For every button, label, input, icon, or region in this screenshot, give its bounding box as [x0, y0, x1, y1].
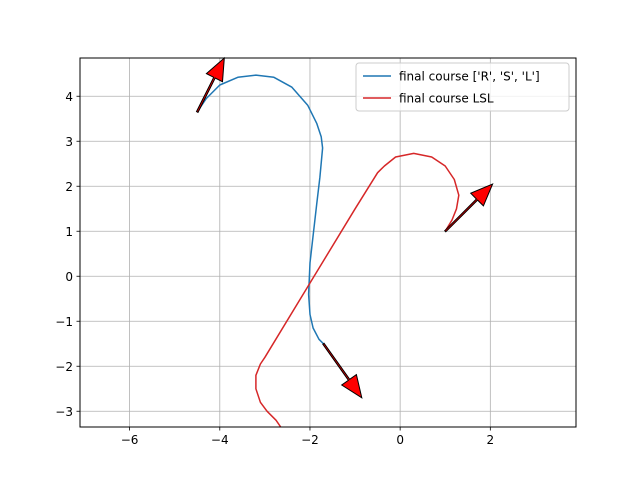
legend: final course ['R', 'S', 'L'] final course… [355, 62, 570, 112]
heading-arrow-0 [195, 56, 225, 114]
x-tick-label: −6 [121, 433, 139, 447]
y-tick-label: −3 [55, 405, 73, 419]
plot-frame [79, 57, 577, 428]
y-tick-label: 3 [65, 135, 73, 149]
series-layer [196, 74, 460, 427]
x-tick-label: 2 [487, 433, 495, 447]
y-tick-label: 1 [65, 225, 73, 239]
heading-arrow-2 [443, 183, 494, 233]
grid [80, 58, 576, 427]
y-tick-label: −2 [55, 360, 73, 374]
y-tick-label: 0 [65, 270, 73, 284]
legend-label-1: final course LSL [399, 92, 494, 106]
arrow-layer [195, 56, 494, 399]
x-tick-label: −4 [211, 433, 229, 447]
legend-label-0: final course ['R', 'S', 'L'] [399, 70, 540, 84]
y-tick-label: 4 [65, 90, 73, 104]
series-line-1 [255, 152, 460, 427]
tick-layer: −6 −4 −2 0 2 −3 −2 −1 0 1 2 3 4 [55, 90, 494, 447]
x-tick-label: 0 [396, 433, 404, 447]
y-tick-label: 2 [65, 180, 73, 194]
y-tick-label: −1 [55, 315, 73, 329]
x-tick-label: −2 [301, 433, 319, 447]
series-line-0 [196, 74, 325, 345]
heading-arrow-1 [322, 342, 363, 399]
legend-box [355, 62, 570, 112]
